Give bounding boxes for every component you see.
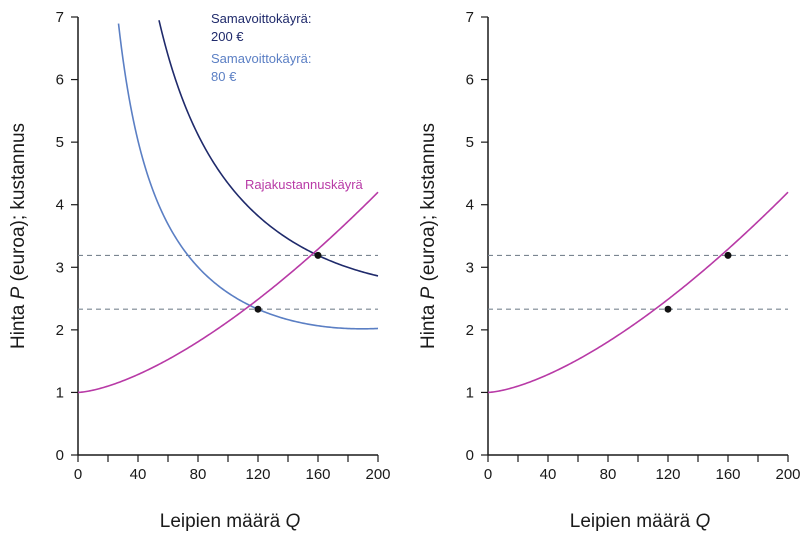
- x-tick-label: 160: [715, 466, 740, 483]
- y-tick-label: 5: [56, 134, 64, 151]
- y-tick-label: 1: [56, 384, 64, 401]
- y-tick-label: 6: [466, 72, 474, 89]
- y-tick-label: 4: [56, 197, 64, 214]
- y-tick-label: 0: [56, 447, 64, 464]
- x-axis-title: Leipien määrä Q: [160, 511, 301, 532]
- x-axis-title: Leipien määrä Q: [570, 511, 711, 532]
- equilibrium-point: [724, 251, 732, 259]
- x-tick-label: 40: [540, 466, 557, 483]
- y-tick-label: 4: [466, 197, 474, 214]
- isoprofit-curve-80: [117, 23, 379, 330]
- y-tick-label: 7: [56, 9, 64, 26]
- equilibrium-point: [254, 305, 262, 313]
- y-tick-label: 2: [56, 322, 64, 339]
- y-tick-label: 6: [56, 72, 64, 89]
- x-tick-label: 120: [245, 466, 270, 483]
- y-tick-label: 5: [466, 134, 474, 151]
- y-tick-label: 3: [466, 259, 474, 276]
- x-tick-label: 40: [130, 466, 147, 483]
- x-tick-label: 120: [655, 466, 680, 483]
- equilibrium-point: [314, 251, 322, 259]
- y-axis-title: Hinta P (euroa); kustannus: [418, 123, 439, 349]
- x-tick-label: 80: [190, 466, 207, 483]
- equilibrium-point: [664, 305, 672, 313]
- y-tick-label: 3: [56, 259, 64, 276]
- marginal-cost-curve: [77, 191, 379, 394]
- y-tick-label: 2: [466, 322, 474, 339]
- y-tick-label: 7: [466, 9, 474, 26]
- x-tick-label: 80: [600, 466, 617, 483]
- annotation-isoprofit-80: Samavoittokäyrä: 80 €: [211, 51, 311, 84]
- annotation-isoprofit-200: Samavoittokäyrä: 200 €: [211, 11, 311, 44]
- y-tick-label: 0: [466, 447, 474, 464]
- x-tick-label: 160: [305, 466, 330, 483]
- x-tick-label: 0: [74, 466, 82, 483]
- x-tick-label: 200: [775, 466, 800, 483]
- x-tick-label: 200: [365, 466, 390, 483]
- y-axis-title: Hinta P (euroa); kustannus: [8, 123, 29, 349]
- x-tick-label: 0: [484, 466, 492, 483]
- annotation-marginal-cost: Rajakustannuskäyrä: [245, 177, 364, 192]
- isoprofit-curve-200: [158, 20, 379, 277]
- marginal-cost-curve: [487, 191, 789, 394]
- y-tick-label: 1: [466, 384, 474, 401]
- left-panel: 0 1 2 3 4 5 6 7 0 40 80 120 160 200 Leipien määrä Q Hin…: [8, 9, 391, 532]
- right-panel: 0 1 2 3 4 5 6 7 0 40 80 120 160 200 Leipien määrä Q Hin…: [418, 9, 801, 532]
